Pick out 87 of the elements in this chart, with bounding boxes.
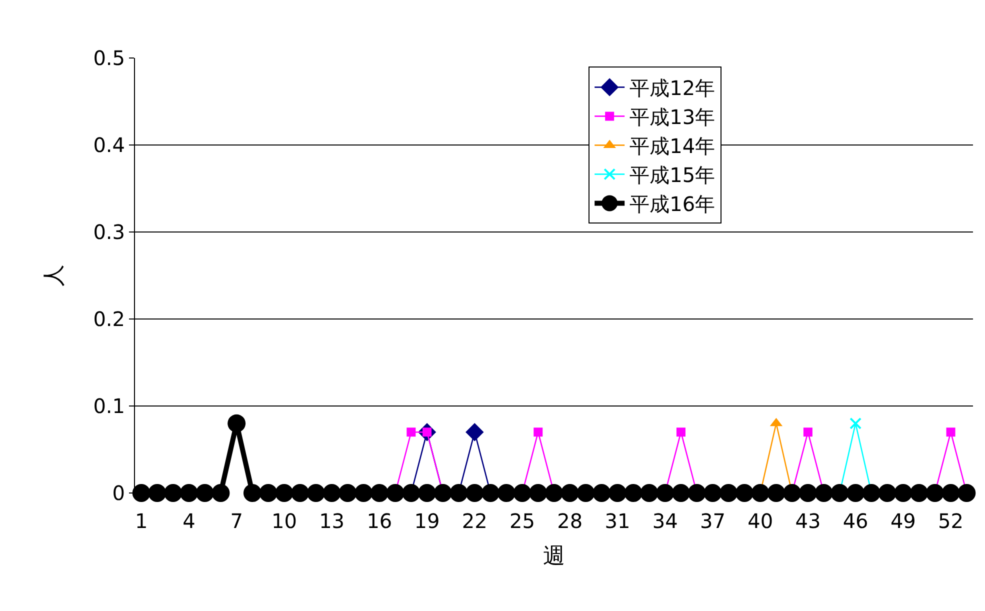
x-axis-title: 週 (543, 544, 565, 569)
x-tick-label: 7 (230, 509, 243, 533)
point (688, 484, 706, 502)
point (529, 484, 548, 502)
point (803, 428, 812, 437)
point (291, 484, 310, 502)
point (228, 414, 246, 432)
point (196, 484, 214, 502)
x-tick-label: 37 (700, 509, 726, 533)
point (243, 484, 262, 502)
y-tick-label: 0.5 (93, 46, 125, 70)
point (783, 484, 802, 502)
point (466, 484, 484, 502)
point (608, 484, 626, 502)
point (676, 428, 686, 437)
legend-label: 平成15年 (630, 163, 716, 187)
point (322, 484, 341, 502)
point (704, 484, 722, 502)
point (862, 484, 880, 502)
point (259, 484, 278, 502)
point (545, 484, 563, 502)
point (814, 484, 833, 502)
legend-label: 平成14年 (630, 134, 716, 158)
point (946, 428, 956, 437)
legend-label: 平成16年 (630, 192, 716, 216)
point (406, 428, 416, 437)
y-axis-title: 人 (42, 264, 67, 286)
x-tick-label: 34 (652, 509, 678, 533)
point (894, 484, 912, 502)
y-tick-label: 0 (112, 481, 125, 505)
point (513, 484, 532, 502)
point (624, 484, 642, 502)
x-tick-label: 31 (604, 509, 630, 533)
x-tick-label: 19 (414, 509, 440, 533)
point (910, 484, 928, 502)
y-tick-label: 0.3 (93, 220, 125, 244)
point (386, 484, 404, 502)
x-tick-label: 22 (462, 509, 488, 533)
point (751, 484, 770, 502)
point (466, 423, 484, 442)
x-tick-label: 28 (557, 509, 583, 533)
point (576, 484, 595, 502)
point (164, 484, 182, 502)
legend-label: 平成13年 (630, 105, 716, 129)
point (534, 428, 543, 437)
point (846, 484, 865, 502)
point (354, 484, 373, 502)
x-tick-label: 13 (319, 509, 345, 533)
point (180, 484, 198, 502)
point (212, 484, 230, 502)
x-tick-label: 16 (366, 509, 392, 533)
point (338, 484, 357, 502)
point (656, 484, 674, 502)
x-tick-label: 10 (271, 509, 297, 533)
point (878, 484, 896, 502)
point (942, 484, 960, 502)
point (767, 484, 786, 502)
x-tick-label: 1 (134, 509, 148, 533)
y-tick-label: 0.1 (93, 394, 125, 418)
x-tick-label: 4 (182, 509, 196, 533)
point (497, 484, 516, 502)
x-tick-label: 49 (890, 509, 916, 533)
x-tick-label: 40 (748, 509, 774, 533)
point (592, 484, 611, 502)
point (958, 484, 976, 502)
point (370, 484, 388, 502)
point (306, 484, 325, 502)
point (850, 417, 862, 430)
point (132, 484, 150, 502)
point (418, 484, 436, 502)
x-tick-label: 52 (938, 509, 964, 533)
point (830, 484, 849, 502)
point (148, 484, 166, 502)
point (798, 484, 817, 502)
point (926, 484, 944, 502)
point (560, 484, 579, 502)
point (275, 484, 294, 502)
y-tick-label: 0.4 (93, 133, 125, 157)
y-tick-label: 0.2 (93, 307, 125, 331)
point (640, 484, 658, 502)
point (720, 484, 738, 502)
point (735, 484, 754, 502)
x-tick-label: 46 (842, 509, 868, 533)
x-tick-label: 43 (795, 509, 821, 533)
point (672, 484, 690, 502)
x-tick-label: 25 (510, 509, 535, 533)
legend-label: 平成12年 (630, 76, 716, 100)
